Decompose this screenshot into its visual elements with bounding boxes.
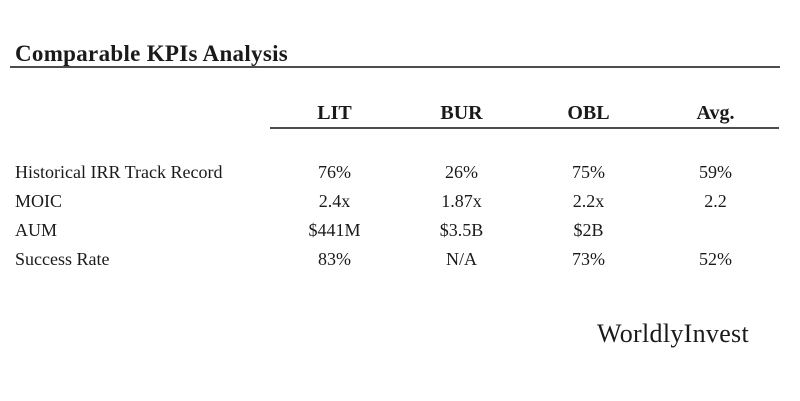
brand-watermark: WorldlyInvest [597,319,750,348]
column-header-bur: BUR [440,102,483,124]
table-row-moic: MOIC 2.4x 1.87x 2.2x 2.2 [15,187,779,216]
cell-value: N/A [446,249,477,269]
cell-value: 73% [572,249,605,269]
column-header-lit: LIT [317,102,352,124]
table-header-row: LIT BUR OBL Avg. [271,102,779,125]
row-label: Historical IRR Track Record [15,162,223,182]
table-row-success-rate: Success Rate 83% N/A 73% 52% [15,245,779,274]
cell-value: 2.2x [572,191,605,211]
row-label: Success Rate [15,249,110,269]
header-underline [270,127,779,129]
cell-value: $441M [308,220,361,240]
page-title: Comparable KPIs Analysis [15,41,289,66]
table-row-aum: AUM $441M $3.5B $2B [15,216,779,245]
column-header-avg: Avg. [696,102,735,124]
cell-value: 1.87x [441,191,482,211]
cell-value: 75% [572,162,605,182]
cell-value: 83% [318,249,351,269]
cell-value: 2.2 [704,191,727,211]
table-body: Historical IRR Track Record 76% 26% 75% … [15,158,779,274]
cell-value: $2B [573,220,604,240]
table-row-historical-irr: Historical IRR Track Record 76% 26% 75% … [15,158,779,187]
title-underline [10,66,780,68]
cell-value: 76% [318,162,351,182]
cell-value: 52% [699,249,732,269]
cell-value: 2.4x [318,191,351,211]
cell-value: 59% [699,162,732,182]
cell-value: $3.5B [439,220,484,240]
row-label: AUM [15,220,58,240]
cell-value: 26% [445,162,478,182]
column-header-obl: OBL [567,102,610,124]
row-label: MOIC [15,191,63,211]
